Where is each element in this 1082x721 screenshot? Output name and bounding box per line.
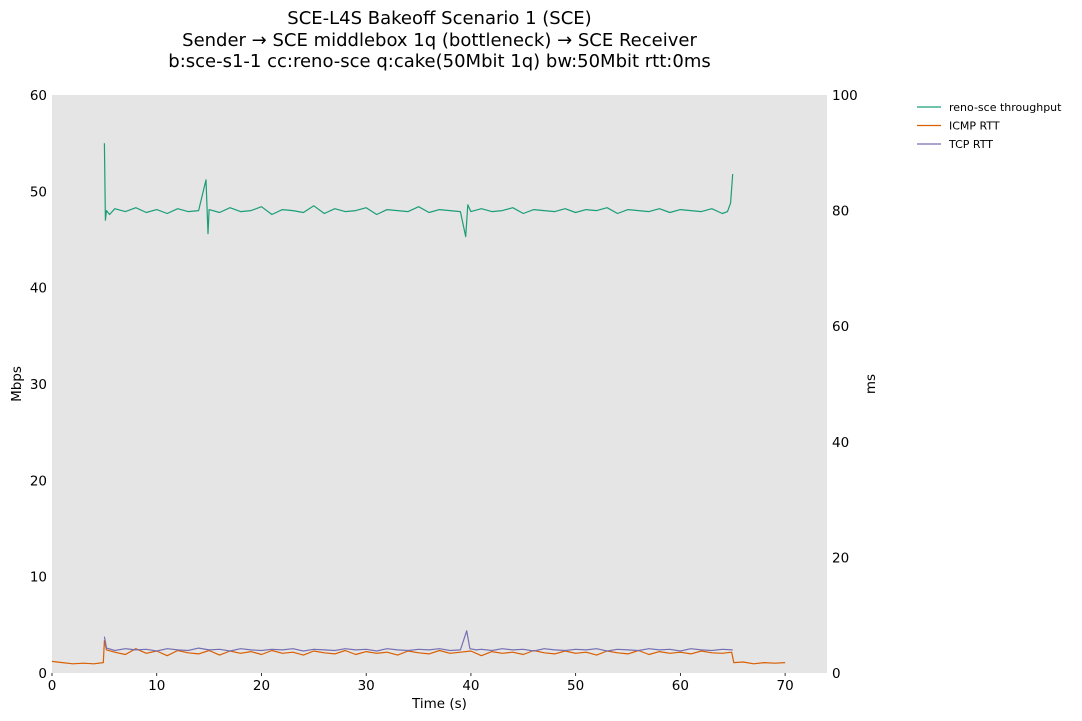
x-tick-label: 60 [672,678,689,694]
chart-title-line-1: SCE-L4S Bakeoff Scenario 1 (SCE) [287,8,592,29]
y-right-tick-label: 60 [832,319,849,335]
y-left-tick-label: 0 [38,666,47,682]
chart-title-line-3: b:sce-s1-1 cc:reno-sce q:cake(50Mbit 1q)… [168,51,711,72]
y-left-tick-label: 50 [30,184,47,200]
chart-title: SCE-L4S Bakeoff Scenario 1 (SCE) Sender … [52,8,827,73]
series-layer [51,143,786,665]
y-left-tick-label: 20 [30,473,47,489]
x-tick-label: 20 [253,678,270,694]
legend: reno-sce throughput ICMP RTT TCP RTT [917,101,1062,151]
y-right-tick-label: 20 [832,550,849,566]
y-right-tick-label: 80 [832,204,849,220]
x-tick-label: 70 [777,678,794,694]
chart-title-line-2: Sender → SCE middlebox 1q (bottleneck) →… [182,29,697,51]
series-line-icmp-rtt [51,639,786,665]
x-tick-label: 10 [148,678,165,694]
x-tick-label: 30 [358,678,375,694]
y-right-tick-label: 0 [832,666,841,682]
axes-layer: 0 10 20 30 40 50 60 70 0 10 20 30 40 50 60 0 20 40 60 80 100 [30,88,858,694]
y-right-tick-label: 100 [832,88,858,104]
x-axis-label: Time (s) [411,696,467,712]
plot-area [52,95,827,673]
legend-label-tcp-rtt: TCP RTT [948,138,993,151]
x-tick-label: 0 [48,678,57,694]
y-axis-left-label: Mbps [9,366,25,402]
x-tick-label: 40 [462,678,479,694]
y-left-tick-label: 10 [30,570,47,586]
x-tick-label: 50 [567,678,584,694]
legend-label-reno-sce-throughput: reno-sce throughput [949,101,1062,114]
series-line-tcp-rtt [103,630,733,652]
y-axis-right-label: ms [863,374,879,394]
y-left-tick-label: 40 [30,281,47,297]
series-line-reno-sce-throughput [103,143,734,238]
legend-label-icmp-rtt: ICMP RTT [949,120,1000,133]
y-right-tick-label: 40 [832,435,849,451]
y-left-tick-label: 60 [30,88,47,104]
y-left-tick-label: 30 [30,377,47,393]
